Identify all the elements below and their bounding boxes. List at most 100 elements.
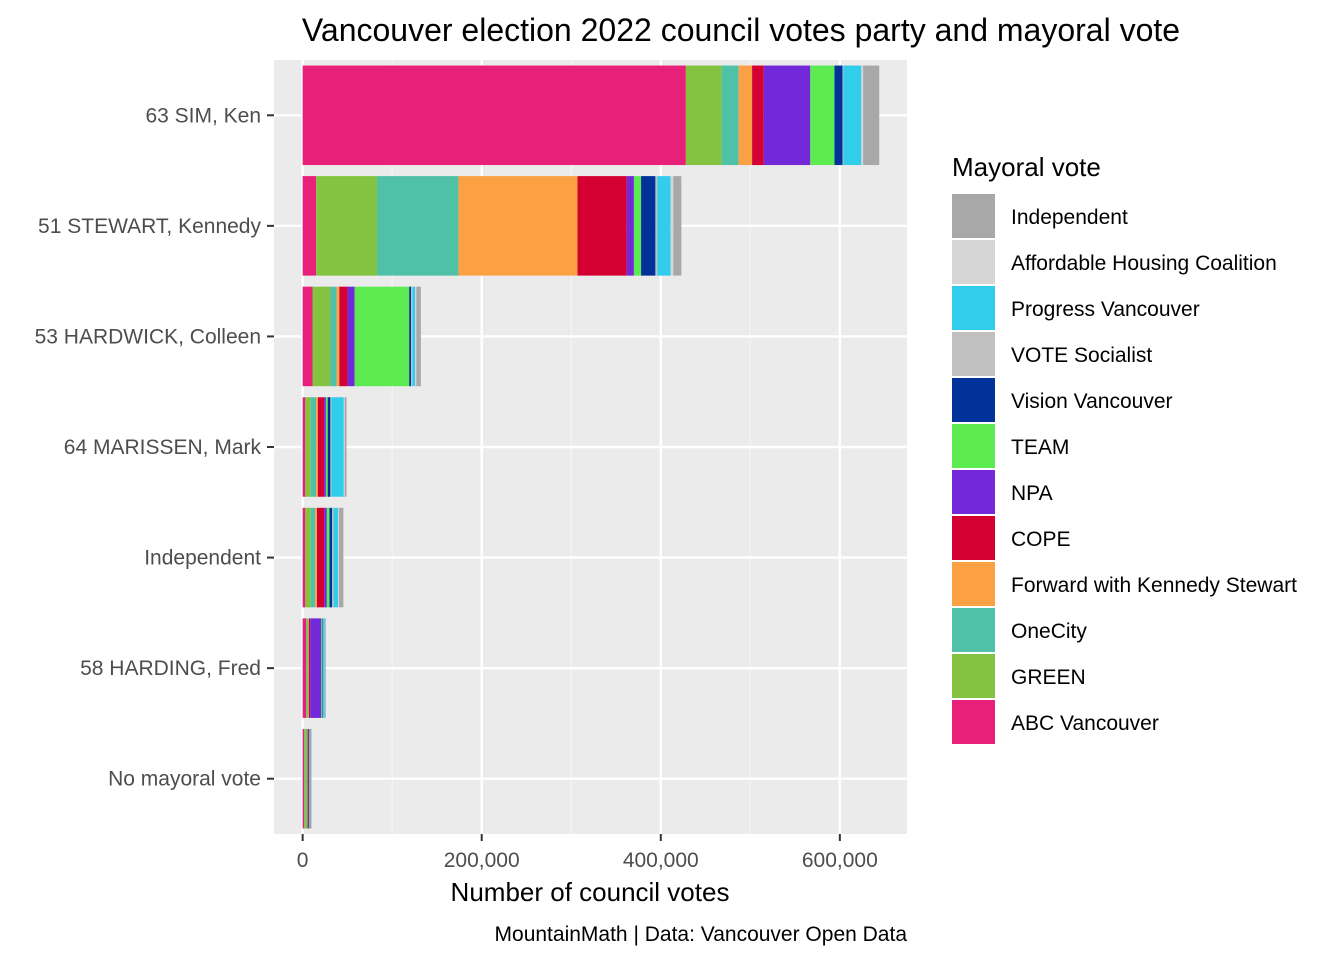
- bar-segment: [326, 507, 330, 608]
- legend-key: [952, 470, 995, 514]
- legend-label: Vision Vancouver: [1011, 390, 1173, 413]
- bar-segment: [302, 618, 307, 718]
- bar-segment: [330, 397, 332, 497]
- bar-segment: [344, 397, 347, 497]
- legend-label: COPE: [1011, 528, 1071, 551]
- bar-segment: [321, 618, 323, 718]
- bar-segment: [763, 65, 811, 166]
- x-axis: 0 200,000 400,000 600,000: [297, 834, 878, 872]
- bar-segment: [721, 65, 739, 166]
- legend-key: [952, 424, 995, 468]
- bar-segment: [325, 397, 328, 497]
- bar-segment: [657, 176, 671, 276]
- bar-segment: [752, 65, 764, 166]
- legend-label: OneCity: [1011, 620, 1087, 643]
- bar-segment: [861, 65, 864, 166]
- bar-segment: [810, 65, 835, 166]
- bar-segment: [302, 65, 686, 166]
- bar-segment: [834, 65, 843, 166]
- bar-segment: [302, 728, 304, 829]
- legend-key: [952, 654, 995, 698]
- bar-segment: [324, 397, 326, 497]
- bar-segment: [376, 176, 459, 276]
- bar-segment: [354, 286, 410, 387]
- y-tick-label: Independent: [144, 547, 261, 570]
- bar-segment: [577, 176, 627, 276]
- legend-label: NPA: [1011, 482, 1053, 505]
- bar-segment: [338, 507, 339, 608]
- bar-segment: [339, 286, 348, 387]
- legend-key: [952, 332, 995, 376]
- legend-label: TEAM: [1011, 436, 1069, 459]
- x-tick-label: 400,000: [623, 849, 699, 872]
- bar-segment: [323, 618, 325, 718]
- legend-label: GREEN: [1011, 666, 1086, 689]
- bar-segment: [458, 176, 578, 276]
- bar-segment: [641, 176, 656, 276]
- bars: [302, 65, 880, 829]
- bar-segment: [863, 65, 880, 166]
- chart-title: Vancouver election 2022 council votes pa…: [302, 12, 1180, 48]
- legend-key: [952, 700, 995, 744]
- bar-segment: [309, 728, 310, 829]
- legend-label: Forward with Kennedy Stewart: [1011, 574, 1297, 597]
- bar-segment: [410, 286, 413, 387]
- y-tick-label: 51 STEWART, Kennedy: [38, 215, 261, 238]
- x-axis-title: Number of council votes: [451, 877, 730, 907]
- bar-segment: [416, 286, 421, 387]
- bar-segment: [343, 397, 345, 497]
- bar-segment: [302, 507, 306, 608]
- bar-segment: [338, 507, 344, 608]
- bar-segment: [842, 65, 844, 166]
- bar-segment: [308, 728, 310, 829]
- bar-segment: [324, 507, 327, 608]
- bar-segment: [305, 507, 311, 608]
- bar-segment: [303, 728, 306, 829]
- bar-segment: [626, 176, 634, 276]
- bar-segment: [316, 397, 318, 497]
- bar-segment: [302, 286, 313, 387]
- legend-label: Progress Vancouver: [1011, 298, 1200, 321]
- bar-segment: [310, 618, 322, 718]
- legend-key: [952, 240, 995, 284]
- bar-segment: [673, 176, 682, 276]
- bar-segment: [331, 397, 344, 497]
- legend-key: [952, 562, 995, 606]
- bar-segment: [310, 397, 317, 497]
- legend-label: ABC Vancouver: [1011, 712, 1159, 735]
- legend-label: Independent: [1011, 206, 1128, 229]
- bar-segment: [312, 286, 331, 387]
- bar-segment: [415, 286, 417, 387]
- legend-key: [952, 608, 995, 652]
- y-axis: 63 SIM, Ken 51 STEWART, Kennedy 53 HARDWIC…: [35, 104, 274, 791]
- bar-segment: [302, 397, 306, 497]
- bar-segment: [305, 728, 308, 829]
- bar-segment: [317, 397, 325, 497]
- bar-segment: [633, 176, 642, 276]
- bar-segment: [316, 176, 377, 276]
- legend-key: [952, 286, 995, 330]
- bar-segment: [307, 728, 309, 829]
- bar-segment: [321, 618, 322, 718]
- bar-segment: [738, 65, 753, 166]
- bar-segment: [347, 286, 355, 387]
- legend-key: [952, 194, 995, 238]
- legend-label: VOTE Socialist: [1011, 344, 1152, 367]
- x-tick-label: 200,000: [444, 849, 520, 872]
- x-tick-label: 0: [297, 849, 309, 872]
- legend-key: [952, 516, 995, 560]
- bar-segment: [655, 176, 658, 276]
- legend: Mayoral vote Independent Affordable Housi…: [952, 152, 1297, 744]
- y-tick-label: 64 MARISSEN, Mark: [64, 436, 262, 459]
- bar-segment: [412, 286, 416, 387]
- bar-segment: [333, 507, 339, 608]
- bar-segment: [332, 507, 334, 608]
- legend-label: Affordable Housing Coalition: [1011, 252, 1277, 275]
- bar-segment: [327, 397, 331, 497]
- bar-segment: [329, 507, 333, 608]
- bar-segment: [685, 65, 722, 166]
- bar-segment: [843, 65, 862, 166]
- bar-segment: [310, 507, 316, 608]
- legend-key: [952, 378, 995, 422]
